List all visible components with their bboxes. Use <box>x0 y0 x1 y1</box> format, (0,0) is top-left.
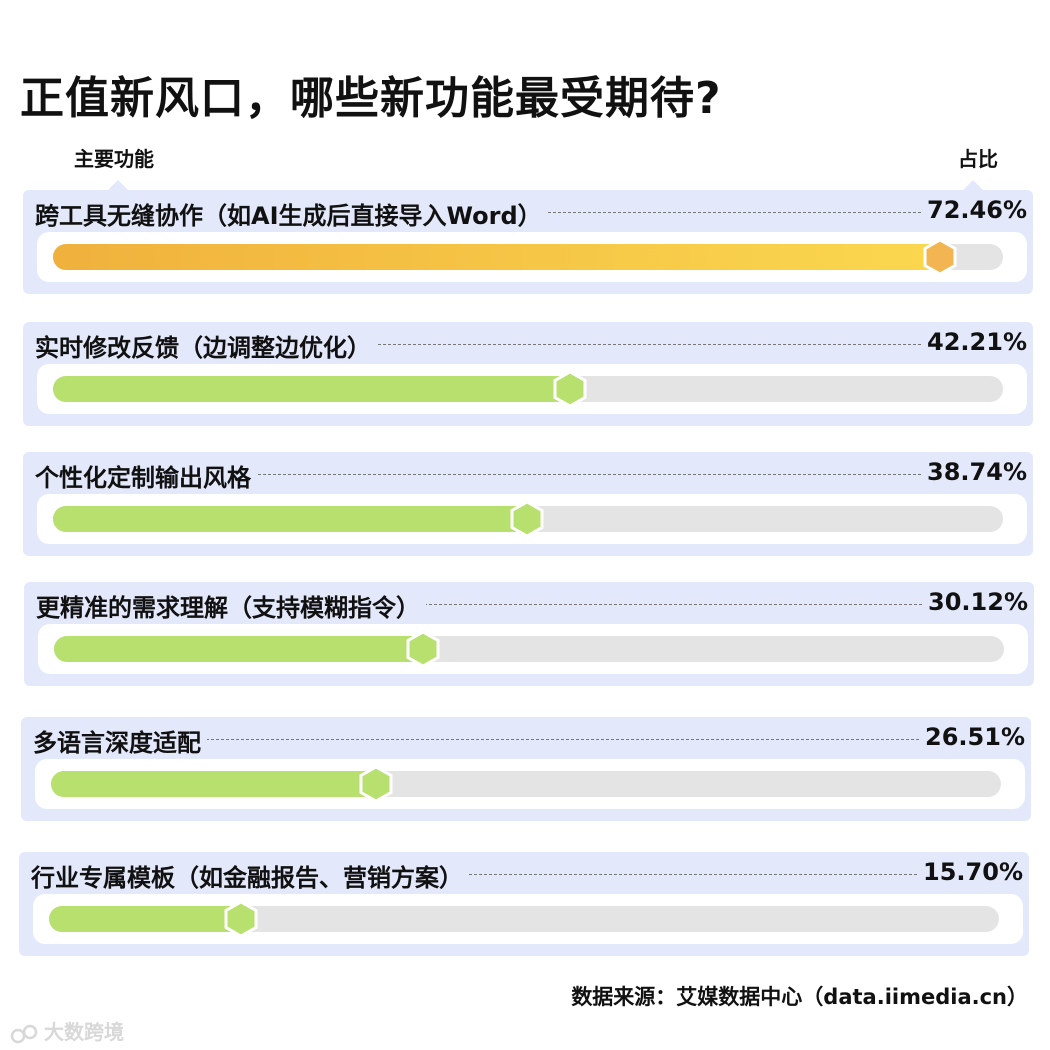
bar-row: 更精准的需求理解（支持模糊指令） 30.12% <box>24 582 1034 686</box>
bar-label: 跨工具无缝协作（如AI生成后直接导入Word） <box>35 196 548 231</box>
watermark-text: 大数跨境 <box>44 1020 124 1044</box>
bar-track <box>53 500 1003 538</box>
bar <box>54 636 433 662</box>
bar-end-marker <box>553 370 587 408</box>
bar-panel <box>35 759 1025 809</box>
bar-track <box>53 370 1003 408</box>
column-header-feature: 主要功能 <box>74 147 154 171</box>
bar-label: 实时修改反馈（边调整边优化） <box>35 328 377 363</box>
bar-value: 38.74% <box>921 458 1027 486</box>
bar-panel <box>33 894 1023 944</box>
chart-title: 正值新风口，哪些新功能最受期待? <box>20 73 722 124</box>
bar-value: 15.70% <box>917 858 1023 886</box>
bar-end-marker <box>224 900 258 938</box>
bar-panel <box>37 494 1027 544</box>
leader-line <box>44 604 922 605</box>
bar <box>51 771 386 797</box>
leader-line <box>39 874 917 875</box>
bar-label: 个性化定制输出风格 <box>35 458 257 493</box>
header-pointer-right <box>961 180 985 192</box>
bar-end-marker <box>406 630 440 668</box>
leader-line <box>43 474 921 475</box>
leader-line <box>41 739 919 740</box>
bar-value: 26.51% <box>919 723 1025 751</box>
bar-panel <box>38 624 1028 674</box>
data-source: 数据来源：艾媒数据中心（data.iimedia.cn） <box>571 985 1028 1009</box>
bar-row: 行业专属模板（如金融报告、营销方案） 15.70% <box>19 852 1029 956</box>
bar-end-marker <box>923 238 957 276</box>
bar-panel <box>37 364 1027 414</box>
bar <box>53 506 537 532</box>
bar-track <box>53 238 1003 276</box>
bar-label: 多语言深度适配 <box>33 723 207 758</box>
bar-row: 实时修改反馈（边调整边优化） 42.21% <box>23 322 1033 426</box>
bar-track <box>51 765 1001 803</box>
bar-label: 行业专属模板（如金融报告、营销方案） <box>31 858 469 893</box>
bar-end-marker <box>359 765 393 803</box>
watermark: 大数跨境 <box>10 1016 124 1045</box>
bar-label: 更精准的需求理解（支持模糊指令） <box>36 588 426 623</box>
bar-end-marker <box>510 500 544 538</box>
bar <box>49 906 251 932</box>
bar-value: 42.21% <box>921 328 1027 356</box>
bar <box>53 376 580 402</box>
bar-track <box>54 630 1004 668</box>
bar-value: 30.12% <box>922 588 1028 616</box>
leader-line <box>43 344 921 345</box>
bar <box>53 244 950 270</box>
logo-icon <box>10 1024 38 1043</box>
bar-value: 72.46% <box>921 196 1027 224</box>
bar-track <box>49 900 999 938</box>
header-pointer-left <box>106 180 130 192</box>
bar-row: 跨工具无缝协作（如AI生成后直接导入Word） 72.46% <box>23 190 1033 294</box>
bar-panel <box>37 232 1027 282</box>
column-header-share: 占比 <box>958 147 998 171</box>
bar-row: 多语言深度适配 26.51% <box>21 717 1031 821</box>
bar-row: 个性化定制输出风格 38.74% <box>23 452 1033 556</box>
